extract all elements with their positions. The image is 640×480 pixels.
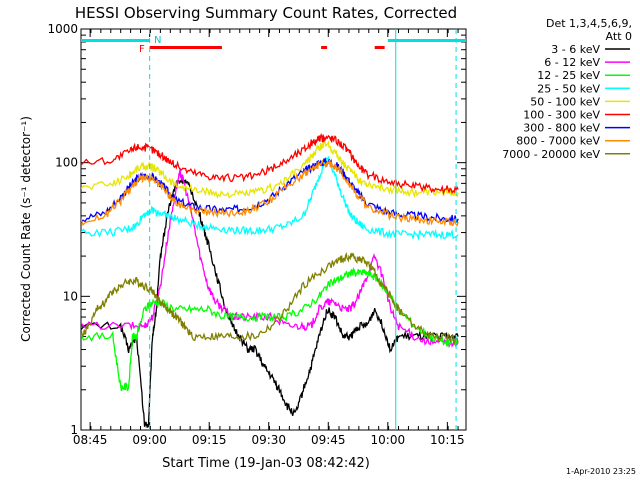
series-layer [81, 132, 459, 428]
legend-label: 800 - 7000 keV [516, 135, 600, 148]
x-tick-label: 09:30 [251, 433, 286, 447]
series-line-6 [81, 132, 459, 196]
flag-label-n: N [154, 35, 161, 46]
legend-label: 25 - 50 keV [537, 82, 600, 95]
legend-header-2: Att 0 [606, 30, 632, 43]
night-flag-bar [81, 39, 150, 42]
legend-label: 3 - 6 keV [551, 43, 600, 56]
x-tick-label: 09:15 [192, 433, 227, 447]
series-line-1 [81, 176, 459, 428]
y-tick-label: 10 [63, 289, 78, 303]
axis-ticks [80, 28, 466, 431]
flare-flag-bar [321, 46, 328, 49]
plot-frame [80, 28, 467, 431]
y-tick-label: 1 [70, 423, 78, 437]
legend-label: 100 - 300 keV [523, 109, 600, 122]
x-tick-label: 09:45 [311, 433, 346, 447]
legend-label: 7000 - 20000 keV [502, 148, 600, 161]
y-tick-label: 100 [55, 156, 78, 170]
legend-label: 12 - 25 keV [537, 69, 600, 82]
legend-label: 50 - 100 keV [530, 95, 600, 108]
flag-bars [81, 39, 466, 49]
flag-label-f: F [139, 44, 145, 55]
x-tick-label: 10:00 [371, 433, 406, 447]
series-line-9 [81, 251, 459, 345]
x-tick-label: 10:15 [430, 433, 465, 447]
flare-flag-bar [149, 46, 222, 49]
x-tick-labels: 08:45 09:00 09:15 09:30 09:45 10:00 10:15 [73, 433, 465, 447]
series-line-4 [81, 155, 459, 241]
timestamp: 1-Apr-2010 23:25 [566, 467, 636, 476]
y-tick-label: 1000 [47, 22, 78, 36]
series-line-5 [81, 140, 459, 199]
y-axis-label: Corrected Count Rate (s⁻¹ detector⁻¹) [19, 116, 33, 342]
x-tick-label: 08:45 [73, 433, 108, 447]
night-flag-bar [387, 39, 466, 42]
chart-title: HESSI Observing Summary Count Rates, Cor… [75, 4, 457, 22]
legend-label: 300 - 800 keV [523, 122, 600, 135]
y-tick-labels: 1 10 100 1000 [47, 22, 78, 437]
legend-label: 6 - 12 keV [544, 56, 600, 69]
vertical-markers [149, 29, 457, 430]
flare-flag-bar [374, 46, 385, 49]
x-axis-label: Start Time (19-Jan-03 08:42:42) [162, 456, 370, 471]
series-line-8 [81, 159, 459, 228]
series-line-2 [81, 168, 459, 349]
legend-header-1: Det 1,3,4,5,6,9, [546, 17, 632, 30]
x-tick-label: 09:00 [132, 433, 167, 447]
